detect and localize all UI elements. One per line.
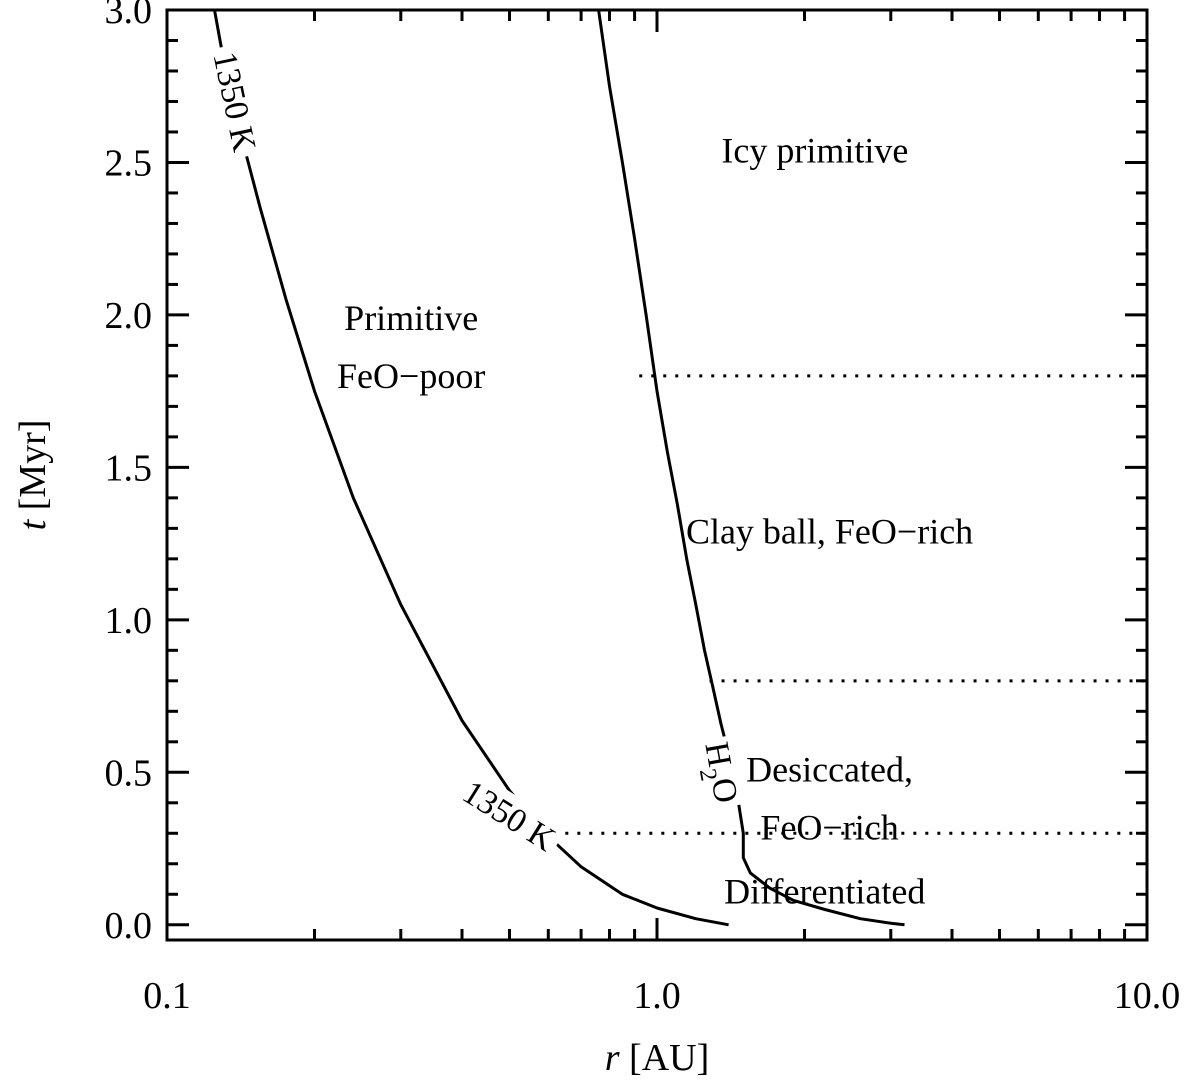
region-label-line: Icy primitive xyxy=(721,130,908,170)
curve-t1350 xyxy=(213,9,729,927)
region-label-icy_primitive: Icy primitive xyxy=(721,130,908,170)
region-label-differentiated: Differentiated xyxy=(724,871,925,911)
ticks-layer xyxy=(165,8,1149,940)
y-tick-label: 2.0 xyxy=(105,295,153,337)
x-tick-label: 0.1 xyxy=(143,975,191,1017)
curve-label-lbl_1350_lower: 1350 K xyxy=(451,768,568,862)
tick-labels-layer: 0.1 1.0 10.0 0.0 0.5 1.0 1.5 2.0 2.5 3.0 xyxy=(105,0,1181,1017)
y-tick-label: 2.5 xyxy=(105,142,153,184)
region-label-desiccated: Desiccated, FeO−rich xyxy=(746,749,913,847)
region-label-line: Differentiated xyxy=(724,871,925,911)
plot-frame xyxy=(165,8,1149,942)
annotations-layer: Icy primitive Primitive FeO−poor Clay ball,… xyxy=(337,130,973,911)
x-axis-title: r [AU] xyxy=(605,1037,710,1079)
curve-h2o xyxy=(597,9,905,927)
curves-layer xyxy=(213,9,905,927)
y-tick-label: 0.5 xyxy=(105,752,153,794)
curve-label-gap xyxy=(451,768,568,862)
curve-label-lbl_1350_upper: 1350 K xyxy=(204,42,267,161)
curve-label-gap xyxy=(204,42,267,161)
y-axis-title: t [Myr] xyxy=(12,420,54,531)
y-tick-label: 3.0 xyxy=(105,0,153,32)
region-label-line: Primitive xyxy=(344,298,478,338)
y-tick-label: 0.0 xyxy=(105,905,153,947)
region-label-clay_ball: Clay ball, FeO−rich xyxy=(686,512,973,552)
region-label-line: FeO−poor xyxy=(337,356,485,396)
curve-label-gap xyxy=(696,734,749,811)
hlines-layer xyxy=(565,374,1147,835)
region-label-primitive_feo_poor: Primitive FeO−poor xyxy=(337,298,485,396)
curve-label-sub: 2 xyxy=(694,767,722,783)
x-tick-label: 10.0 xyxy=(1114,975,1181,1017)
region-label-line: FeO−rich xyxy=(760,807,898,847)
y-tick-label: 1.0 xyxy=(105,600,153,642)
curve-label-lbl_h2o: H2O xyxy=(694,734,749,811)
y-tick-label: 1.5 xyxy=(105,447,153,489)
region-label-line: Clay ball, FeO−rich xyxy=(686,512,973,552)
region-label-line: Desiccated, xyxy=(746,749,913,789)
x-tick-label: 1.0 xyxy=(633,975,681,1017)
